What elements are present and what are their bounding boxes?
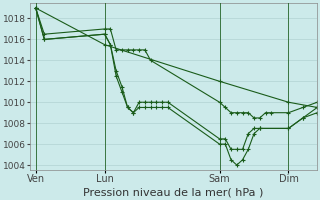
X-axis label: Pression niveau de la mer( hPa ): Pression niveau de la mer( hPa ) — [84, 187, 264, 197]
